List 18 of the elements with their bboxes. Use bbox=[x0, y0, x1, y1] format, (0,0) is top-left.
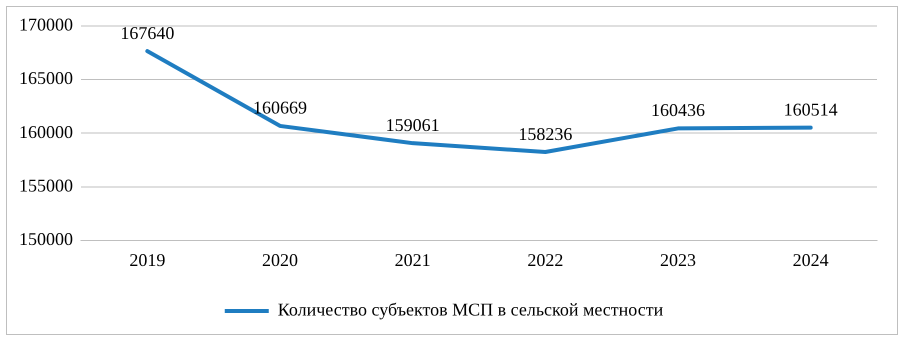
x-tick-label: 2021 bbox=[394, 250, 431, 270]
x-tick-label: 2023 bbox=[660, 250, 696, 270]
y-tick-label: 160000 bbox=[19, 122, 73, 142]
y-tick-label: 150000 bbox=[19, 229, 73, 250]
data-label: 159061 bbox=[386, 114, 440, 135]
x-tick-label: 2020 bbox=[262, 250, 298, 270]
data-label: 160436 bbox=[651, 100, 705, 120]
data-label: 160669 bbox=[253, 98, 307, 118]
y-tick-label: 165000 bbox=[19, 68, 73, 88]
y-tick-label: 170000 bbox=[19, 14, 73, 35]
y-tick-label: 155000 bbox=[19, 175, 73, 196]
x-tick-label: 2024 bbox=[792, 250, 829, 270]
data-label: 160514 bbox=[784, 99, 838, 120]
legend-label: Количество субъектов МСП в сельской местности bbox=[278, 300, 664, 320]
x-tick-label: 2022 bbox=[527, 250, 564, 270]
data-label: 158236 bbox=[518, 124, 572, 144]
x-tick-label: 2019 bbox=[129, 250, 166, 270]
data-label: 167640 bbox=[120, 22, 174, 43]
